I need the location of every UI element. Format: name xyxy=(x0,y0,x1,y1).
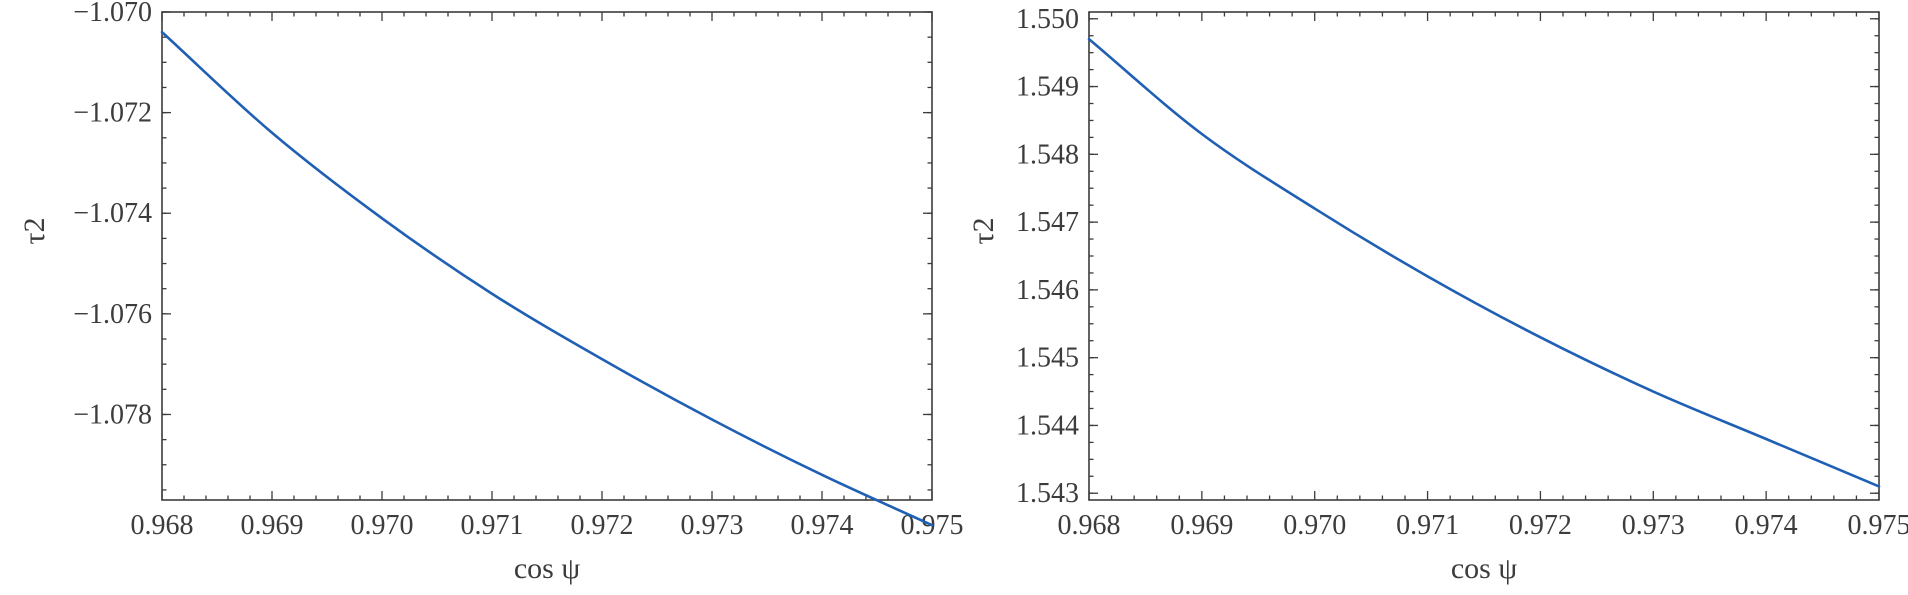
y-tick-label: 1.544 xyxy=(1016,410,1079,441)
x-tick-label: 0.970 xyxy=(1283,510,1346,541)
x-tick-label: 0.975 xyxy=(1848,510,1908,541)
y-tick-label: 1.550 xyxy=(1016,4,1079,35)
y-tick-label: 1.549 xyxy=(1016,72,1079,103)
x-tick-label: 0.970 xyxy=(351,510,414,541)
x-tick-label: 0.969 xyxy=(241,510,304,541)
y-tick-label: −1.070 xyxy=(73,0,152,28)
x-tick-label: 0.971 xyxy=(1396,510,1459,541)
x-tick-label: 0.974 xyxy=(1735,510,1798,541)
x-tick-label: 0.972 xyxy=(1509,510,1572,541)
x-tick-label: 0.969 xyxy=(1170,510,1233,541)
x-tick-label: 0.968 xyxy=(1058,510,1121,541)
y-tick-label: −1.078 xyxy=(73,399,152,430)
y-axis-label: τ2 xyxy=(18,217,51,244)
plot-frame xyxy=(1088,11,1880,501)
x-tick-label: 0.973 xyxy=(681,510,744,541)
x-tick-label: 0.972 xyxy=(571,510,634,541)
y-tick-label: −1.072 xyxy=(73,98,152,129)
y-tick-label: 1.547 xyxy=(1016,207,1079,238)
x-axis-label: cos ψ xyxy=(514,552,580,585)
x-tick-label: 0.968 xyxy=(131,510,194,541)
y-tick-label: 1.543 xyxy=(1016,478,1079,509)
series-line xyxy=(1087,37,1881,488)
x-tick-label: 0.973 xyxy=(1622,510,1685,541)
series-line xyxy=(160,30,934,527)
y-tick-label: 1.548 xyxy=(1016,139,1079,170)
x-tick-label: 0.974 xyxy=(791,510,854,541)
right-chart: 0.968 0.969 0.970 0.971 0.972 0.973 0.974 0.975… xyxy=(967,4,1908,585)
y-tick-label: −1.074 xyxy=(73,198,152,229)
y-tick-label: 1.546 xyxy=(1016,275,1079,306)
x-axis-label: cos ψ xyxy=(1451,552,1517,585)
plot-frame xyxy=(161,11,933,501)
y-tick-label: 1.545 xyxy=(1016,343,1079,374)
y-axis-label: τ2 xyxy=(967,217,1000,244)
y-tick-label: −1.076 xyxy=(73,299,152,330)
x-tick-label: 0.971 xyxy=(461,510,524,541)
left-chart: 0.968 0.969 0.970 0.971 0.972 0.973 0.974 0.975… xyxy=(18,0,964,585)
